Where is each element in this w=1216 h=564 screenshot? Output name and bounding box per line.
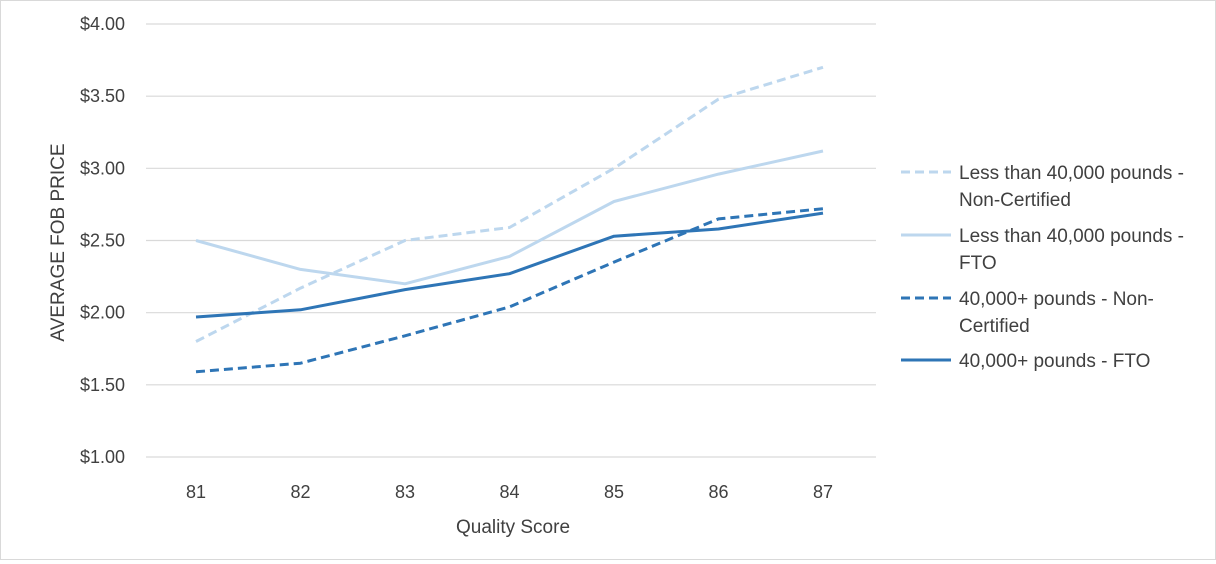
x-tick-label: 87 bbox=[813, 482, 833, 502]
y-tick-label: $2.00 bbox=[80, 303, 125, 323]
data-point bbox=[717, 227, 720, 230]
data-point bbox=[299, 287, 302, 290]
x-axis-title: Quality Score bbox=[456, 517, 570, 538]
data-point bbox=[404, 288, 407, 291]
data-point bbox=[613, 200, 616, 203]
y-tick-label: $2.50 bbox=[80, 231, 125, 251]
legend-entry: 40,000+ pounds - FTO bbox=[901, 351, 1150, 372]
data-point bbox=[717, 217, 720, 220]
data-point bbox=[508, 305, 511, 308]
data-point bbox=[195, 370, 198, 373]
y-tick-label: $3.50 bbox=[80, 86, 125, 106]
data-point bbox=[822, 150, 825, 153]
x-tick-label: 82 bbox=[290, 482, 310, 502]
data-point bbox=[508, 272, 511, 275]
legend-label: Less than 40,000 pounds - bbox=[959, 163, 1184, 184]
series-line-1 bbox=[195, 65, 824, 343]
legend-entry: Less than 40,000 pounds - Non-Certified bbox=[901, 163, 1184, 211]
x-tick-label: 85 bbox=[604, 482, 624, 502]
x-tick-label: 84 bbox=[499, 482, 519, 502]
data-point bbox=[299, 308, 302, 311]
data-point bbox=[195, 239, 198, 242]
legend-label: FTO bbox=[959, 253, 997, 274]
x-tick-label: 83 bbox=[395, 482, 415, 502]
y-axis-title: AVERAGE FOB PRICE bbox=[48, 143, 69, 341]
data-point bbox=[822, 212, 825, 215]
data-point bbox=[822, 66, 825, 69]
series-line-4 bbox=[195, 211, 824, 319]
data-point bbox=[717, 98, 720, 101]
legend-label: Certified bbox=[959, 316, 1030, 337]
data-point bbox=[717, 173, 720, 176]
data-point bbox=[508, 226, 511, 229]
legend-label: Non-Certified bbox=[959, 190, 1071, 211]
data-point bbox=[299, 362, 302, 365]
legend-entry: Less than 40,000 pounds - FTO bbox=[901, 226, 1184, 274]
data-point bbox=[613, 235, 616, 238]
legend-label: Less than 40,000 pounds - bbox=[959, 226, 1184, 247]
gridlines bbox=[146, 23, 876, 458]
legend-label: 40,000+ pounds - Non- bbox=[959, 289, 1154, 310]
data-point bbox=[404, 282, 407, 285]
legend-label: 40,000+ pounds - FTO bbox=[959, 351, 1150, 372]
series-line-2 bbox=[195, 149, 824, 286]
data-point bbox=[404, 239, 407, 242]
data-point bbox=[822, 207, 825, 210]
legend: Less than 40,000 pounds -Non-CertifiedLe… bbox=[901, 163, 1184, 372]
x-tick-label: 86 bbox=[708, 482, 728, 502]
legend-entry: 40,000+ pounds - Non- Certified bbox=[901, 289, 1154, 337]
series-line-3 bbox=[195, 207, 824, 374]
y-axis-ticks: $1.00 $1.50 $2.00 $2.50 $3.00 $3.50 $4.00 bbox=[80, 14, 125, 467]
data-point bbox=[613, 167, 616, 170]
y-tick-label: $1.00 bbox=[80, 447, 125, 467]
y-tick-label: $3.00 bbox=[80, 158, 125, 178]
data-point bbox=[508, 255, 511, 258]
x-axis-ticks: 81 82 83 84 85 86 87 bbox=[186, 482, 833, 502]
data-point bbox=[195, 315, 198, 318]
y-tick-label: $1.50 bbox=[80, 375, 125, 395]
data-point bbox=[404, 334, 407, 337]
data-point bbox=[195, 340, 198, 343]
data-point bbox=[299, 268, 302, 271]
series-lines bbox=[195, 65, 825, 374]
data-point bbox=[613, 261, 616, 264]
y-tick-label: $4.00 bbox=[80, 14, 125, 34]
x-tick-label: 81 bbox=[186, 482, 206, 502]
